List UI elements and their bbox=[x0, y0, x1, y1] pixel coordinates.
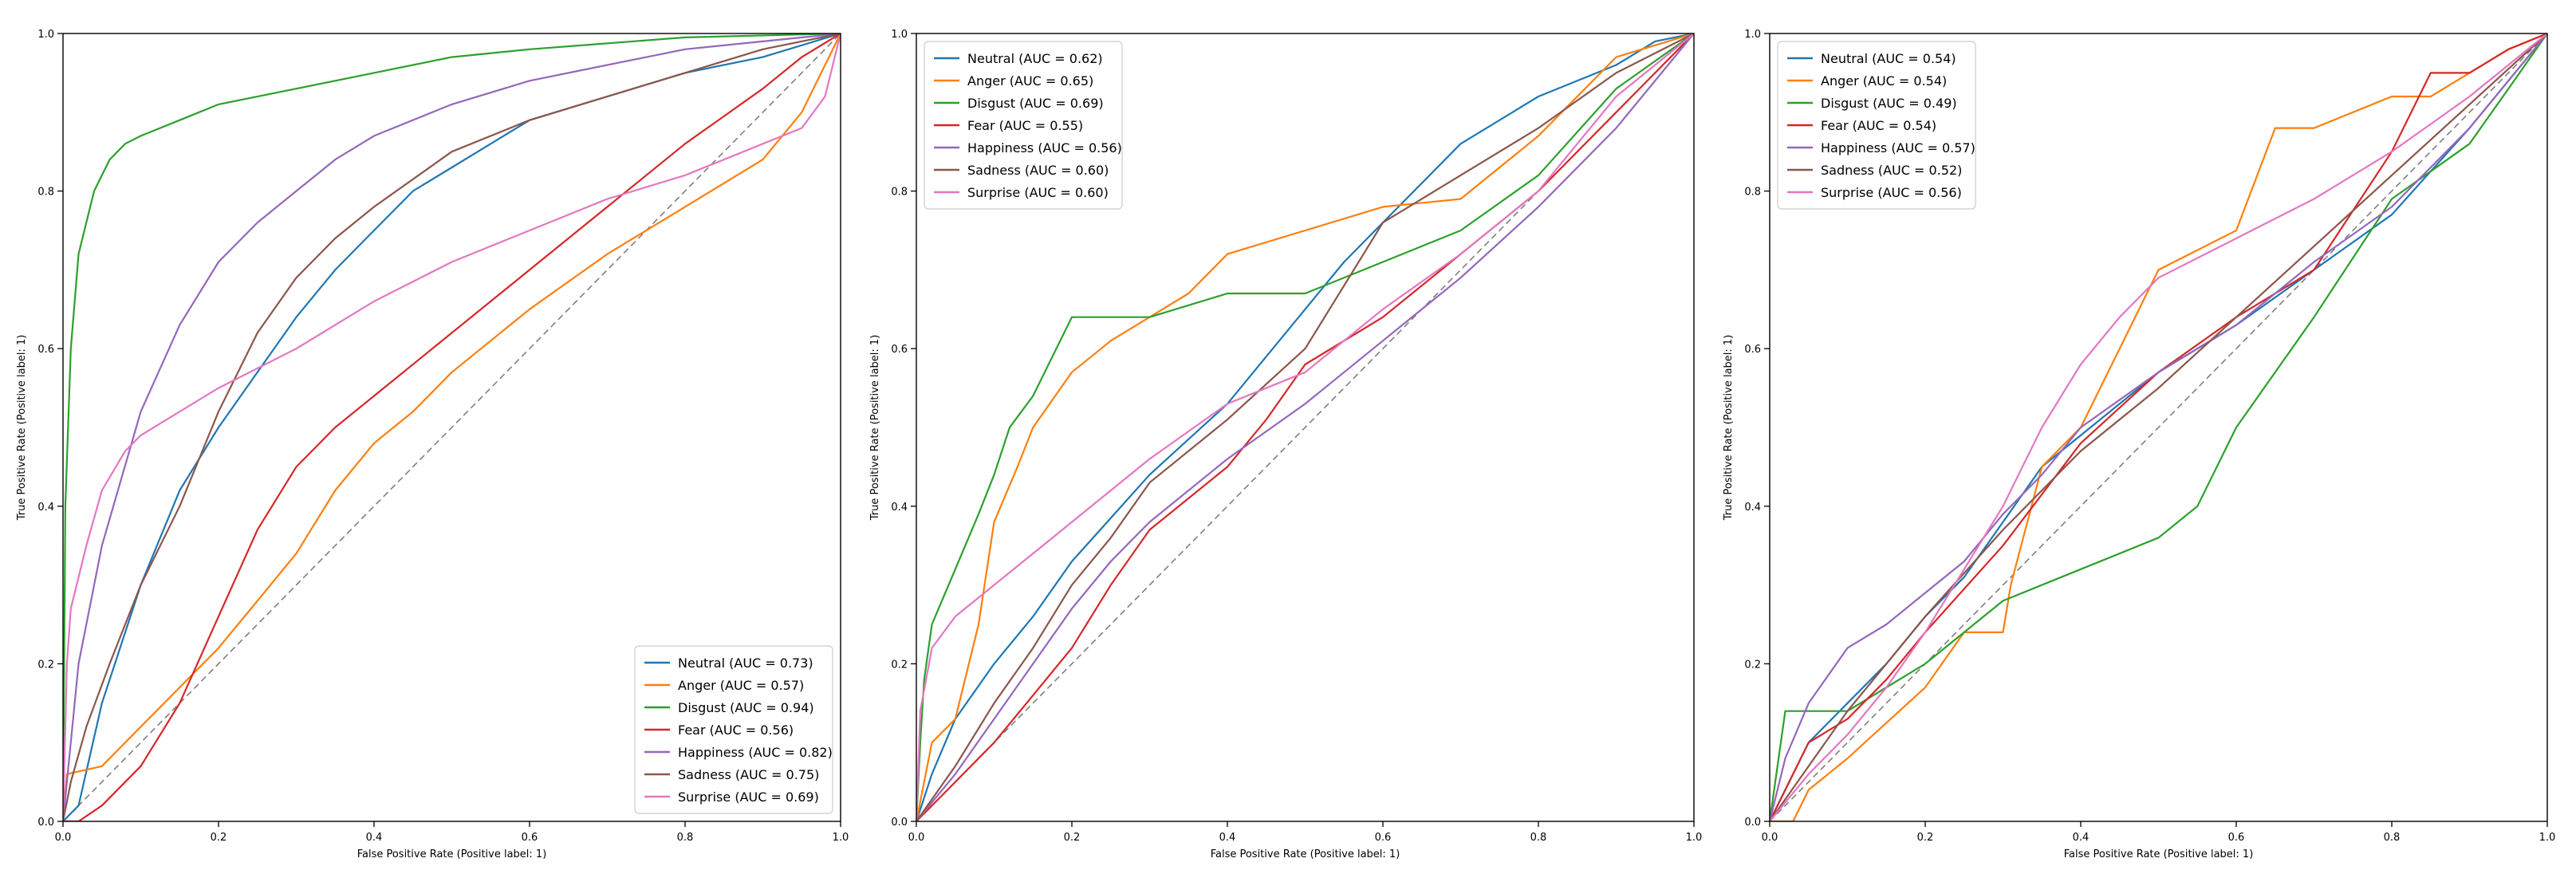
x-axis-label: False Positive Rate (Positive label: 1) bbox=[1211, 848, 1400, 860]
y-tick-label: 1.0 bbox=[891, 29, 908, 41]
x-tick-label: 0.0 bbox=[908, 832, 925, 844]
legend-label-disgust: Disgust (AUC = 0.94) bbox=[678, 700, 814, 715]
roc-curve-anger bbox=[63, 33, 841, 821]
y-tick-label: 0.2 bbox=[891, 659, 908, 671]
legend-label-fear: Fear (AUC = 0.54) bbox=[1821, 118, 1936, 133]
x-tick-label: 0.6 bbox=[2228, 832, 2245, 844]
y-tick-label: 0.0 bbox=[37, 817, 54, 829]
x-tick-label: 1.0 bbox=[1686, 832, 1703, 844]
legend-box bbox=[1777, 41, 1976, 210]
y-tick-label: 0.2 bbox=[1744, 659, 1761, 671]
legend-label-anger: Anger (AUC = 0.54) bbox=[1821, 73, 1947, 89]
roc-panel-1: 0.0 0.2 0.4 0.6 0.8 1.0 0.0 0.2 0.4 0.6 0.8 1.0 Fals… bbox=[16, 29, 849, 860]
roc-curves bbox=[63, 33, 841, 821]
roc-curves bbox=[1770, 33, 2547, 821]
y-tick-label: 0.8 bbox=[1744, 187, 1761, 199]
x-tick-label: 1.0 bbox=[833, 832, 849, 844]
x-tick-label: 0.8 bbox=[677, 832, 694, 844]
y-tick-label: 0.4 bbox=[891, 502, 908, 514]
legend-label-happiness: Happiness (AUC = 0.82) bbox=[678, 745, 833, 760]
x-axis-label: False Positive Rate (Positive label: 1) bbox=[2064, 848, 2254, 860]
legend-box bbox=[634, 645, 833, 814]
legend-label-neutral: Neutral (AUC = 0.62) bbox=[967, 51, 1103, 66]
roc-curve-disgust bbox=[1770, 33, 2547, 821]
chance-line bbox=[916, 33, 1695, 822]
legend-label-happiness: Happiness (AUC = 0.57) bbox=[1821, 140, 1975, 156]
roc-curve-neutral bbox=[916, 33, 1694, 821]
legend: Neutral (AUC = 0.62) Anger (AUC = 0.65) Di… bbox=[924, 41, 1123, 210]
y-tick-label: 0.6 bbox=[37, 344, 54, 356]
legend-label-neutral: Neutral (AUC = 0.54) bbox=[1821, 51, 1956, 66]
y-axis-label: True Positive Rate (Positive label: 1) bbox=[16, 335, 28, 522]
legend-label-sadness: Sadness (AUC = 0.60) bbox=[967, 163, 1109, 178]
roc-curves bbox=[916, 33, 1694, 821]
roc-curve-anger bbox=[916, 33, 1694, 821]
legend-label-sadness: Sadness (AUC = 0.75) bbox=[678, 767, 819, 782]
x-tick-label: 0.0 bbox=[55, 832, 72, 844]
legend-label-disgust: Disgust (AUC = 0.49) bbox=[1821, 96, 1957, 111]
y-tick-label: 0.6 bbox=[891, 344, 908, 356]
legend-label-disgust: Disgust (AUC = 0.69) bbox=[967, 96, 1104, 111]
x-axis-label: False Positive Rate (Positive label: 1) bbox=[357, 848, 547, 860]
legend-label-surprise: Surprise (AUC = 0.69) bbox=[678, 789, 819, 805]
roc-curve-disgust bbox=[63, 33, 841, 821]
roc-curve-disgust bbox=[916, 33, 1694, 821]
legend-label-surprise: Surprise (AUC = 0.56) bbox=[1821, 185, 1962, 200]
x-tick-label: 0.0 bbox=[1762, 832, 1778, 844]
axes-frame bbox=[1769, 33, 2548, 822]
chance-line bbox=[1769, 33, 2548, 822]
legend: Neutral (AUC = 0.54) Anger (AUC = 0.54) Di… bbox=[1777, 41, 1976, 210]
y-tick-label: 0.8 bbox=[37, 187, 54, 199]
legend-label-anger: Anger (AUC = 0.57) bbox=[678, 678, 804, 693]
chance-line bbox=[62, 33, 841, 822]
roc-curve-surprise bbox=[1770, 33, 2547, 821]
y-tick-label: 0.0 bbox=[1744, 817, 1761, 829]
x-tick-label: 0.2 bbox=[211, 832, 227, 844]
legend-label-fear: Fear (AUC = 0.55) bbox=[967, 118, 1083, 133]
legend-label-happiness: Happiness (AUC = 0.56) bbox=[967, 140, 1122, 156]
roc-curve-sadness bbox=[63, 33, 841, 821]
roc-curve-fear bbox=[63, 33, 841, 821]
roc-panel-3: 0.0 0.2 0.4 0.6 0.8 1.0 0.0 0.2 0.4 0.6 0.8 1.0 Fals… bbox=[1723, 29, 2555, 860]
y-tick-label: 0.8 bbox=[891, 187, 908, 199]
legend-label-sadness: Sadness (AUC = 0.52) bbox=[1821, 163, 1962, 178]
x-tick-label: 0.4 bbox=[1219, 832, 1236, 844]
y-tick-label: 0.4 bbox=[37, 502, 54, 514]
x-tick-label: 0.2 bbox=[1917, 832, 1934, 844]
roc-curve-surprise bbox=[916, 33, 1694, 821]
roc-curve-sadness bbox=[1770, 33, 2547, 821]
y-axis-label: True Positive Rate (Positive label: 1) bbox=[869, 335, 881, 522]
roc-curve-happiness bbox=[63, 33, 841, 821]
y-tick-label: 0.2 bbox=[37, 659, 54, 671]
y-tick-label: 1.0 bbox=[37, 29, 54, 41]
roc-curve-sadness bbox=[916, 33, 1694, 821]
x-tick-label: 0.8 bbox=[1530, 832, 1547, 844]
x-tick-label: 0.4 bbox=[2073, 832, 2090, 844]
roc-panel-2: 0.0 0.2 0.4 0.6 0.8 1.0 0.0 0.2 0.4 0.6 0.8 1.0 Fals… bbox=[869, 29, 1702, 860]
x-tick-label: 0.6 bbox=[1375, 832, 1392, 844]
legend: Neutral (AUC = 0.73) Anger (AUC = 0.57) Di… bbox=[634, 645, 833, 814]
roc-curve-anger bbox=[1770, 33, 2547, 821]
x-tick-label: 0.4 bbox=[366, 832, 383, 844]
y-tick-label: 0.0 bbox=[891, 817, 908, 829]
legend-label-neutral: Neutral (AUC = 0.73) bbox=[678, 656, 813, 671]
legend-label-surprise: Surprise (AUC = 0.60) bbox=[967, 185, 1109, 200]
x-tick-label: 1.0 bbox=[2539, 832, 2556, 844]
y-tick-label: 0.6 bbox=[1744, 344, 1761, 356]
y-tick-label: 0.4 bbox=[1744, 502, 1761, 514]
roc-curve-surprise bbox=[63, 33, 841, 821]
axes-frame bbox=[916, 33, 1695, 822]
axes-frame bbox=[62, 33, 841, 822]
y-axis-label: True Positive Rate (Positive label: 1) bbox=[1723, 335, 1735, 522]
legend-label-fear: Fear (AUC = 0.56) bbox=[678, 722, 794, 738]
roc-curve-happiness bbox=[916, 33, 1694, 821]
roc-curve-happiness bbox=[1770, 33, 2547, 821]
x-tick-label: 0.8 bbox=[2384, 832, 2401, 844]
legend-box bbox=[924, 41, 1123, 210]
x-tick-label: 0.6 bbox=[522, 832, 538, 844]
legend-label-anger: Anger (AUC = 0.65) bbox=[967, 73, 1093, 89]
y-tick-label: 1.0 bbox=[1744, 29, 1761, 41]
x-tick-label: 0.2 bbox=[1064, 832, 1081, 844]
